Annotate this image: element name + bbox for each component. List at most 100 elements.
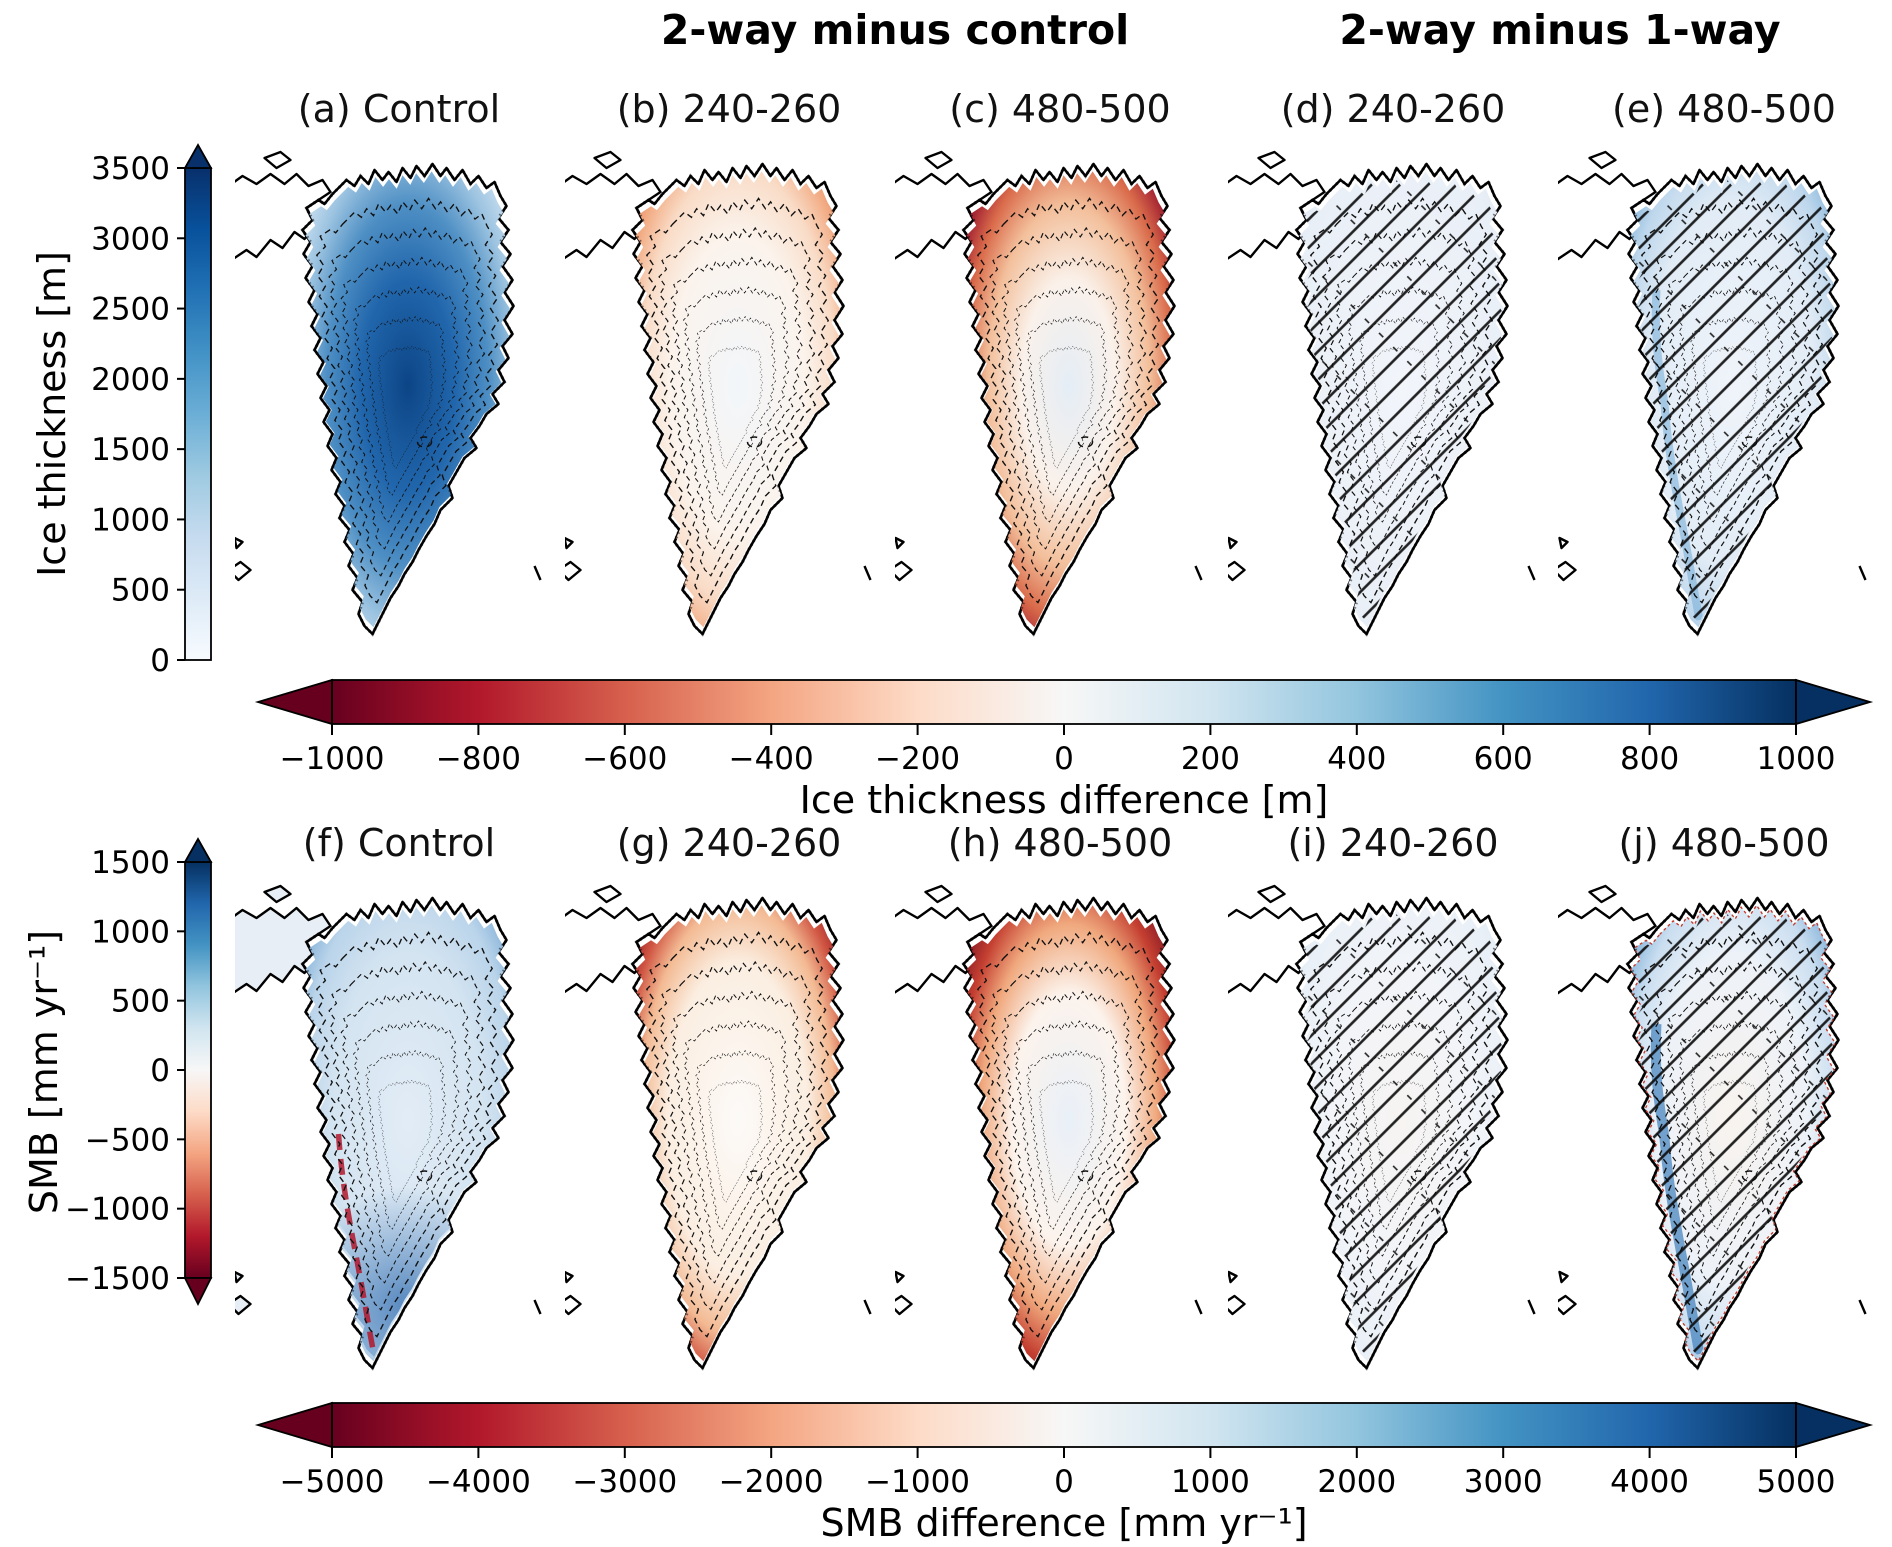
external-coastlines: [565, 150, 872, 582]
panel-title-f: (f) Control: [302, 821, 496, 865]
map-panel-g: [565, 884, 872, 1370]
elevation-contours: [977, 931, 1160, 1338]
external-coastlines: [1228, 150, 1536, 582]
map-container-f: [235, 876, 563, 1381]
tick-label: 600: [1474, 741, 1533, 777]
external-coastlines: [565, 884, 872, 1316]
panel-title-b: (b) 240-260: [616, 87, 842, 131]
south-smb-blue-overlay: [307, 1186, 509, 1357]
tick-label: −4000: [426, 1464, 531, 1500]
tick-label: −500: [85, 1122, 170, 1158]
tick-label: −600: [582, 741, 667, 777]
tick-label: 1000: [1171, 1464, 1250, 1500]
colorbar-axis-label: Ice thickness difference [m]: [800, 778, 1329, 822]
external-coastlines: [1228, 884, 1536, 1316]
external-coastlines: [235, 884, 542, 1316]
map-panel-i: [1228, 884, 1536, 1370]
tick-label: 2000: [91, 362, 170, 398]
elevation-contours: [977, 197, 1160, 604]
tick-label: −2000: [719, 1464, 824, 1500]
panel-title-e: (e) 480-500: [1612, 87, 1836, 131]
map-container-a: [235, 142, 563, 647]
tick-label: 1500: [91, 845, 170, 881]
tick-label: 500: [111, 984, 170, 1020]
map-container-j: [1558, 876, 1890, 1381]
tick-label: 1500: [91, 432, 170, 468]
panel-title-j: (j) 480-500: [1618, 821, 1830, 865]
map-panel-d: [1228, 150, 1536, 636]
tick-label: 3000: [1464, 1464, 1543, 1500]
tick-label: −800: [436, 741, 521, 777]
tick-label: −200: [875, 741, 960, 777]
tick-label: 0: [150, 1053, 170, 1089]
tick-label: −1000: [865, 1464, 970, 1500]
tick-label: 5000: [1757, 1464, 1836, 1500]
panel-title-c: (c) 480-500: [949, 87, 1171, 131]
map-panel-b: [565, 150, 872, 636]
map-panel-c: [895, 150, 1203, 636]
panel-title-g: (g) 240-260: [616, 821, 842, 865]
group-header-2way-minus-1way: 2-way minus 1-way: [1339, 6, 1781, 54]
panel-title-h: (h) 480-500: [947, 821, 1173, 865]
map-panel-e: [1558, 150, 1867, 636]
ice-thickness-difference-colorbar: −1000 −800 −600 −400 −200 0 200 400 600 800 1000 Ic…: [254, 678, 1874, 822]
ice-sheet-field: [305, 171, 511, 628]
ice-sheet-field: [635, 171, 841, 628]
ice-thickness-difference-colorbar-container: −1000 −800 −600 −400 −200 0 200 400 600 800 1000 Ic…: [0, 672, 1892, 826]
smb-colorbar-container: −1500 −1000 −500 0 500 1000 1500: [0, 834, 235, 1314]
panel-title-d: (d) 240-260: [1280, 87, 1506, 131]
tick-label: 500: [111, 573, 170, 609]
external-coastlines: [235, 150, 542, 582]
tick-label: 0: [1054, 741, 1074, 777]
map-panel-a: [235, 150, 542, 636]
ice-sheet-field: [966, 905, 1172, 1362]
tick-label: 0: [150, 643, 170, 672]
west-ablation-red-overlay: [335, 1133, 377, 1353]
external-coastlines: [1558, 150, 1867, 582]
panel-title-i: (i) 240-260: [1287, 821, 1499, 865]
map-container-g: [565, 876, 893, 1381]
tick-label: 3000: [91, 221, 170, 257]
smb-axis-label: SMB [mm yr⁻¹]: [22, 929, 66, 1215]
tick-label: 200: [1181, 741, 1240, 777]
map-panel-f: [235, 884, 542, 1370]
map-panel-h: [895, 884, 1203, 1370]
elevation-contours: [316, 931, 499, 1338]
external-coastlines: [895, 150, 1203, 582]
map-container-d: [1228, 142, 1558, 647]
tick-label: 1000: [91, 502, 170, 538]
ice-thickness-colorbar-container: 0 500 1000 1500 2000 2500 3000 3500: [0, 140, 235, 679]
tick-label: −3000: [572, 1464, 677, 1500]
smb-difference-colorbar: −5000 −4000 −3000 −2000 −1000 0 1000 2000 3000 40…: [254, 1401, 1874, 1545]
ice-thickness-colorbar: 0 500 1000 1500 2000 2500 3000 3500: [91, 143, 213, 679]
panel-title-a: (a) Control: [297, 87, 501, 131]
map-container-b: [565, 142, 893, 647]
group-header-2way-minus-control: 2-way minus control: [660, 6, 1130, 54]
ice-sheet-field: [966, 171, 1172, 628]
tick-label: 1000: [91, 914, 170, 950]
ice-sheet-field: [635, 905, 841, 1362]
tick-label: 1000: [1757, 741, 1836, 777]
elevation-contours: [646, 197, 829, 604]
smb-difference-colorbar-container: −5000 −4000 −3000 −2000 −1000 0 1000 2000 3000 40…: [0, 1395, 1892, 1547]
tick-label: −400: [729, 741, 814, 777]
smb-colorbar: −1500 −1000 −500 0 500 1000 1500: [65, 837, 213, 1307]
map-panel-j: [1558, 884, 1867, 1370]
tick-label: 800: [1620, 741, 1679, 777]
external-coastlines: [1558, 884, 1867, 1316]
tick-label: 2000: [1317, 1464, 1396, 1500]
tick-label: −5000: [280, 1464, 385, 1500]
tick-label: 400: [1327, 741, 1386, 777]
tick-label: 0: [1054, 1464, 1074, 1500]
tick-label: −1000: [280, 741, 385, 777]
tick-label: −1500: [65, 1261, 170, 1297]
elevation-contours: [316, 197, 499, 604]
tick-label: 2500: [91, 292, 170, 328]
tick-label: 4000: [1610, 1464, 1689, 1500]
colorbar-axis-label: SMB difference [mm yr⁻¹]: [820, 1501, 1307, 1545]
map-container-e: [1558, 142, 1890, 647]
map-container-h: [895, 876, 1225, 1381]
map-container-c: [895, 142, 1225, 647]
external-coastlines: [895, 884, 1203, 1316]
tick-label: 3500: [91, 151, 170, 187]
